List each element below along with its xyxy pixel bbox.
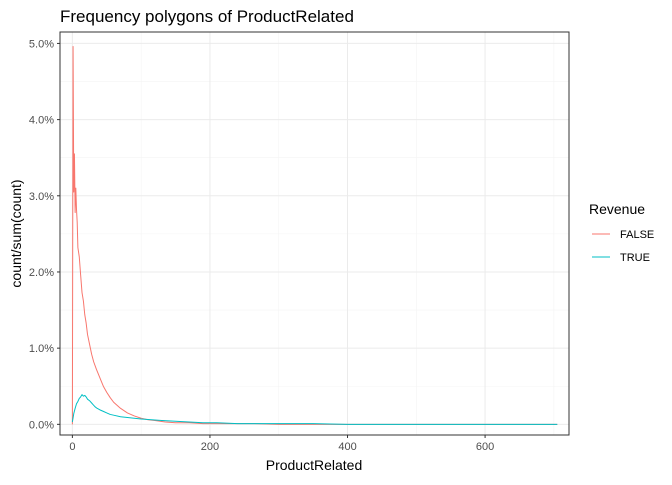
y-tick-label: 5.0% bbox=[29, 38, 54, 50]
panel-border bbox=[59, 31, 570, 436]
x-tick-label: 600 bbox=[476, 441, 494, 453]
x-tick-label: 0 bbox=[69, 441, 75, 453]
y-axis-title: count/sum(count) bbox=[8, 179, 24, 287]
grid-minor bbox=[60, 32, 569, 435]
legend-title: Revenue bbox=[589, 201, 645, 217]
legend: Revenue FALSE TRUE bbox=[589, 201, 654, 264]
legend-label-true: TRUE bbox=[620, 252, 650, 264]
legend-label-false: FALSE bbox=[620, 229, 654, 241]
series-line-true bbox=[71, 394, 558, 425]
y-tick-label: 0.0% bbox=[29, 419, 54, 431]
y-tick-label: 1.0% bbox=[29, 343, 54, 355]
series-line-false bbox=[71, 45, 558, 425]
series-lines bbox=[71, 45, 558, 425]
y-tick-label: 3.0% bbox=[29, 191, 54, 203]
x-axis-ticks: 0 200 400 600 bbox=[69, 435, 494, 453]
x-tick-label: 400 bbox=[338, 441, 356, 453]
y-axis-ticks: 0.0% 1.0% 2.0% 3.0% 4.0% 5.0% bbox=[29, 38, 60, 431]
chart-title: Frequency polygons of ProductRelated bbox=[60, 7, 354, 26]
y-tick-label: 4.0% bbox=[29, 115, 54, 127]
y-tick-label: 2.0% bbox=[29, 267, 54, 279]
x-tick-label: 200 bbox=[201, 441, 219, 453]
x-axis-title: ProductRelated bbox=[266, 457, 363, 473]
